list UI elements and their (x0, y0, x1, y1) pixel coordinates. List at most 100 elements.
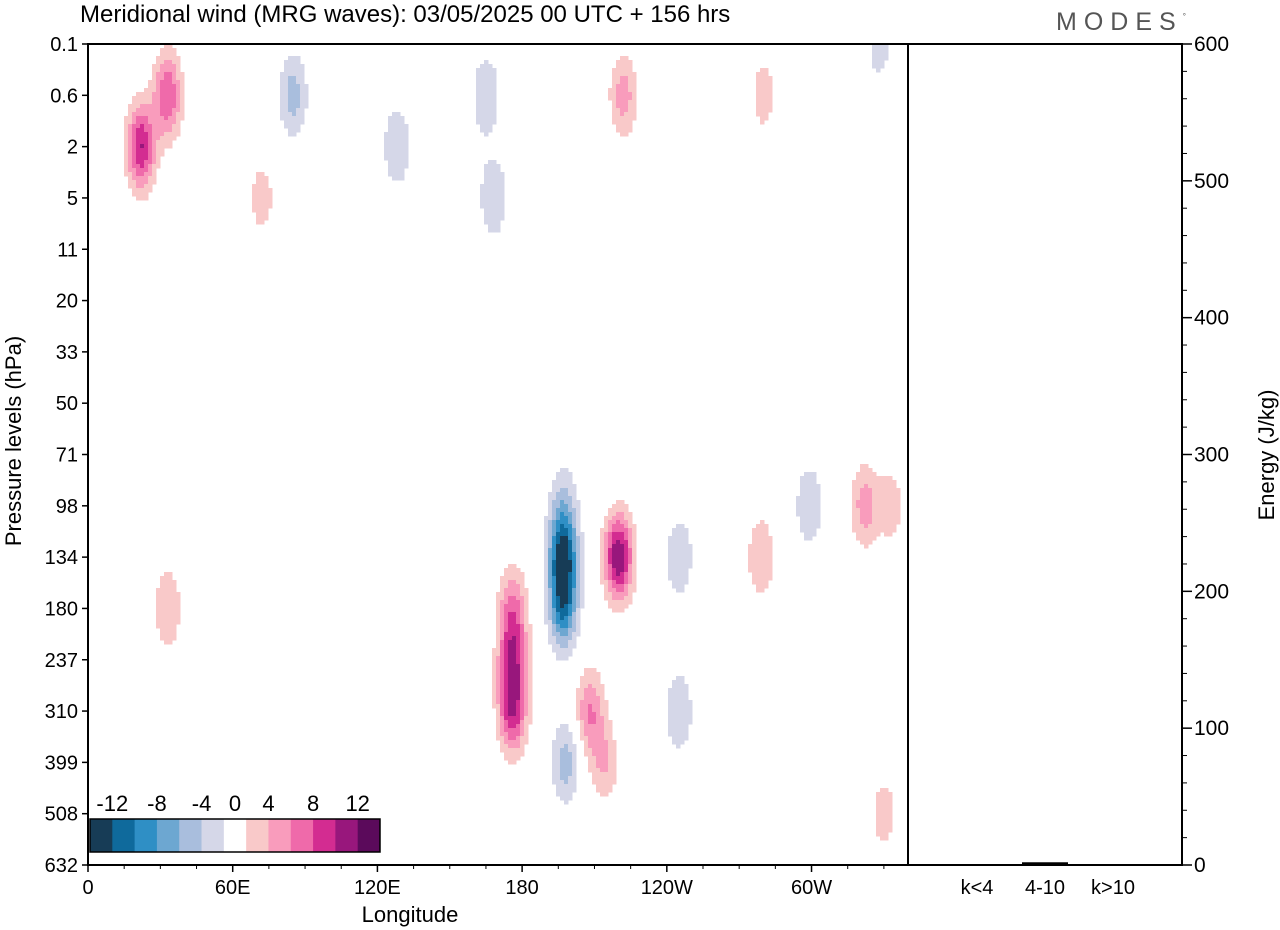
heatmap-cell (128, 132, 133, 137)
heatmap-cell (552, 576, 557, 581)
heatmap-cell (612, 508, 617, 513)
heatmap-cell (476, 116, 481, 121)
heatmap-cell (484, 208, 489, 213)
heatmap-cell (480, 204, 485, 209)
heatmap-cell (592, 768, 597, 773)
heatmap-cell (556, 588, 561, 593)
heatmap-cell (508, 696, 513, 701)
heatmap-cell (628, 76, 633, 81)
heatmap-cell (496, 684, 501, 689)
heatmap-cell (812, 496, 817, 501)
heatmap-cell (480, 100, 485, 105)
heatmap-cell (296, 128, 301, 133)
heatmap-cell (884, 804, 889, 809)
heatmap-cell (164, 52, 169, 57)
heatmap-cell (768, 108, 773, 113)
heatmap-cell (568, 584, 573, 589)
heatmap-cell (172, 136, 177, 141)
heatmap-cell (144, 112, 149, 117)
heatmap-cell (584, 668, 589, 673)
heatmap-cell (172, 612, 177, 617)
heatmap-cell (160, 116, 165, 121)
heatmap-cell (152, 144, 157, 149)
heatmap-cell (764, 584, 769, 589)
heatmap-cell (256, 204, 261, 209)
heatmap-cell (528, 720, 533, 725)
heatmap-cell (876, 532, 881, 537)
heatmap-cell (508, 584, 513, 589)
heatmap-cell (484, 96, 489, 101)
heatmap-cell (256, 216, 261, 221)
heatmap-cell (628, 532, 633, 537)
heatmap-cell (504, 752, 509, 757)
heatmap-cell (160, 56, 165, 61)
heatmap-cell (688, 564, 693, 569)
heatmap-cell (396, 168, 401, 173)
heatmap-cell (528, 656, 533, 661)
heatmap-cell (152, 116, 157, 121)
heatmap-cell (476, 92, 481, 97)
heatmap-cell (556, 584, 561, 589)
heatmap-cell (556, 516, 561, 521)
heatmap-cell (256, 208, 261, 213)
heatmap-cell (600, 532, 605, 537)
heatmap-cell (160, 616, 165, 621)
heatmap-cell (620, 596, 625, 601)
heatmap-cell (752, 528, 757, 533)
heatmap-cell (300, 104, 305, 109)
heatmap-cell (480, 84, 485, 89)
heatmap-cell (488, 176, 493, 181)
heatmap-cell (152, 104, 157, 109)
heatmap-cell (604, 588, 609, 593)
y-tick-label: 11 (57, 239, 78, 261)
heatmap-cell (764, 540, 769, 545)
heatmap-cell (160, 628, 165, 633)
heatmap-cell (608, 784, 613, 789)
heatmap-cell (552, 556, 557, 561)
heatmap-cell (884, 480, 889, 485)
heatmap-cell (604, 548, 609, 553)
heatmap-cell (388, 168, 393, 173)
heatmap-cell (888, 476, 893, 481)
heatmap-cell (256, 180, 261, 185)
heatmap-cell (552, 612, 557, 617)
heatmap-cell (804, 500, 809, 505)
heatmap-cell (616, 516, 621, 521)
heatmap-cell (616, 72, 621, 77)
heatmap-cell (684, 692, 689, 697)
heatmap-cell (520, 708, 525, 713)
heatmap-cell (132, 140, 137, 145)
heatmap-cell (148, 180, 153, 185)
heatmap-cell (160, 632, 165, 637)
heatmap-cell (884, 516, 889, 521)
heatmap-cell (504, 604, 509, 609)
heatmap-cell (892, 528, 897, 533)
heatmap-cell (608, 96, 613, 101)
heatmap-cell (136, 188, 141, 193)
heatmap-cell (488, 196, 493, 201)
heatmap-cell (572, 512, 577, 517)
heatmap-cell (292, 120, 297, 125)
heatmap-cell (804, 516, 809, 521)
heatmap-cell (620, 548, 625, 553)
heatmap-cell (140, 164, 145, 169)
heatmap-cell (152, 96, 157, 101)
heatmap-cell (512, 732, 517, 737)
heatmap-cell (564, 592, 569, 597)
heatmap-cell (564, 732, 569, 737)
heatmap-cell (500, 740, 505, 745)
heatmap-cell (888, 512, 893, 517)
heatmap-cell (552, 780, 557, 785)
heatmap-cell (156, 588, 161, 593)
heatmap-cell (596, 756, 601, 761)
heatmap-cell (544, 572, 549, 577)
heatmap-cell (612, 524, 617, 529)
heatmap-cell (688, 708, 693, 713)
heatmap-cell (392, 156, 397, 161)
heatmap-cell (568, 600, 573, 605)
heatmap-cell (132, 164, 137, 169)
heatmap-cell (880, 520, 885, 525)
heatmap-cell (608, 764, 613, 769)
heatmap-cell (480, 116, 485, 121)
heatmap-cell (812, 516, 817, 521)
